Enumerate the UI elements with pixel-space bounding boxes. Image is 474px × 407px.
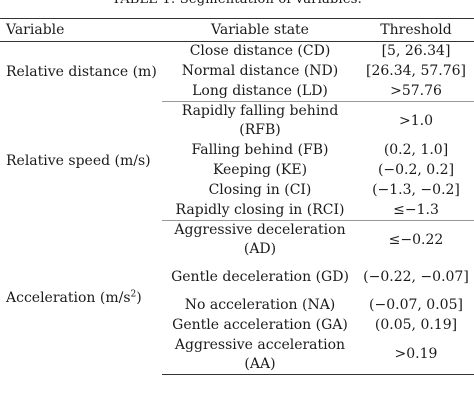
threshold-cell: (−0.2, 0.2] <box>377 162 455 178</box>
state-cell: Rapidly falling behind (RFB) <box>181 103 339 139</box>
threshold-cell: (−0.22, −0.07] <box>363 269 469 285</box>
table-row: Long distance (LD) >57.76 <box>0 81 474 102</box>
table-caption: TABLE 1: Segmentation of variables. <box>0 0 474 8</box>
table-row: Aggressive acceleration (AA) >0.19 <box>0 335 474 375</box>
threshold-cell: >1.0 <box>399 112 433 129</box>
variable-acceleration-tail: ) <box>136 289 142 306</box>
variable-relative-speed: Relative speed (m/s) <box>6 153 151 169</box>
variable-acceleration-label: Acceleration (m/s <box>6 289 131 306</box>
threshold-cell: >57.76 <box>358 81 474 102</box>
state-cell: Normal distance (ND) <box>181 63 339 79</box>
state-cell: Gentle acceleration (GA) <box>172 317 348 333</box>
table-row: Gentle deceleration (GD) (−0.22, −0.07] <box>0 260 474 296</box>
segmentation-table: Variable Variable state Threshold Relati… <box>0 18 474 375</box>
header-row: Variable Variable state Threshold <box>0 18 474 42</box>
state-cell: No acceleration (NA) <box>184 297 336 313</box>
threshold-cell: (−1.3, −0.2] <box>372 182 460 198</box>
state-cell: Long distance (LD) <box>162 81 358 102</box>
header-threshold: Threshold <box>358 18 474 42</box>
threshold-cell: (−0.07, 0.05] <box>369 297 463 313</box>
state-cell: Closing in (CI) <box>208 182 312 198</box>
state-cell: Aggressive acceleration (AA) <box>162 335 358 375</box>
table-row: Rapidly closing in (RCI) ≤−1.3 <box>0 200 474 221</box>
threshold-cell: [26.34, 57.76] <box>366 63 466 79</box>
threshold-cell: ≤−1.3 <box>358 200 474 221</box>
table-row: Acceleration (m/s2) Aggressive decelerat… <box>0 221 474 305</box>
state-cell: Falling behind (FB) <box>191 142 329 158</box>
state-cell: Rapidly closing in (RCI) <box>162 200 358 221</box>
table-row: Keeping (KE) (−0.2, 0.2] <box>0 161 474 181</box>
header-variable: Variable <box>0 18 162 42</box>
variable-relative-distance: Relative distance (m) <box>6 63 157 80</box>
state-cell: Close distance (CD) <box>189 43 331 60</box>
state-cell: Aggressive deceleration (AD) <box>174 222 346 258</box>
state-cell: Gentle deceleration (GD) <box>171 269 349 285</box>
threshold-cell: (0.05, 0.19] <box>374 317 458 333</box>
table-row: No acceleration (NA) (−0.07, 0.05] <box>0 296 474 316</box>
table-row: Gentle acceleration (GA) (0.05, 0.19] <box>0 316 474 336</box>
header-variable-state: Variable state <box>162 18 358 42</box>
table-row: Relative speed (m/s) Rapidly falling beh… <box>0 102 474 169</box>
threshold-cell: >0.19 <box>358 335 474 375</box>
table-row: Closing in (CI) (−1.3, −0.2] <box>0 181 474 201</box>
variable-acceleration-superscript: 2 <box>130 288 137 299</box>
threshold-cell: ≤−0.22 <box>388 231 444 248</box>
variable-acceleration: Acceleration (m/s2) <box>0 221 162 375</box>
table-row: Relative distance (m) Close distance (CD… <box>0 42 474 80</box>
state-cell: Keeping (KE) <box>212 162 308 178</box>
table-row: Falling behind (FB) (0.2, 1.0] <box>0 141 474 161</box>
table-row: Normal distance (ND) [26.34, 57.76] <box>0 62 474 82</box>
threshold-cell: [5, 26.34] <box>381 43 451 60</box>
threshold-cell: (0.2, 1.0] <box>383 142 449 158</box>
